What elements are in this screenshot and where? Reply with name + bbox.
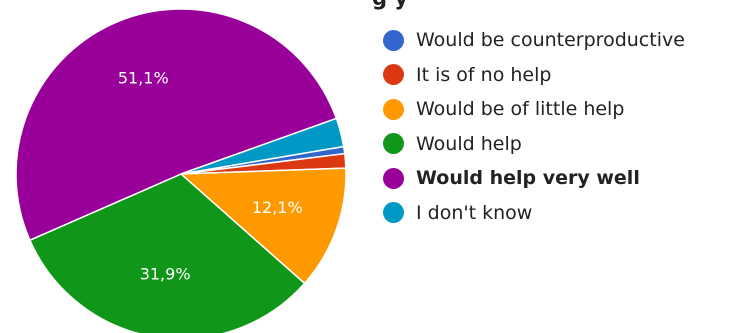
pie-slice-i-don-t-know[interactable] bbox=[180, 117, 345, 175]
legend-swatch-icon bbox=[383, 29, 404, 51]
legend-item-would-be-of-little-help[interactable]: Would be of little help bbox=[383, 92, 685, 127]
legend-swatch-icon bbox=[383, 133, 404, 155]
slice-label-would-help: 31,9% bbox=[140, 265, 191, 284]
legend: Would be counterproductive It is of no h… bbox=[383, 23, 685, 230]
pie-slice-would-be-of-little-help[interactable] bbox=[179, 167, 347, 285]
slice-label-would-be-of-little-help: 12,1% bbox=[252, 198, 303, 217]
slice-label-would-help-very-well: 51,1% bbox=[118, 68, 169, 87]
legend-swatch-icon bbox=[383, 98, 404, 120]
legend-swatch-icon bbox=[383, 64, 404, 86]
pie-plot: 12,1% 31,9% 51,1% bbox=[15, 8, 347, 333]
legend-item-i-dont-know[interactable]: I don't know bbox=[383, 196, 685, 231]
legend-item-it-is-of-no-help[interactable]: It is of no help bbox=[383, 58, 685, 93]
legend-label: It is of no help bbox=[416, 63, 552, 86]
legend-swatch-icon bbox=[383, 202, 404, 224]
legend-item-would-help-very-well[interactable]: Would help very well bbox=[383, 161, 685, 196]
legend-label: Would help very well bbox=[416, 167, 640, 190]
legend-label: I don't know bbox=[416, 201, 533, 224]
pie-slice-would-help[interactable] bbox=[28, 173, 306, 333]
legend-item-would-be-counterproductive[interactable]: Would be counterproductive bbox=[383, 23, 685, 58]
chart-title-fragment: g y bbox=[372, 0, 408, 10]
pie-slice-would-help-very-well[interactable] bbox=[15, 8, 338, 242]
legend-label: Would be counterproductive bbox=[416, 29, 685, 52]
legend-label: Would be of little help bbox=[416, 98, 625, 121]
legend-item-would-help[interactable]: Would help bbox=[383, 127, 685, 162]
legend-swatch-icon bbox=[383, 167, 404, 189]
legend-label: Would help bbox=[416, 132, 522, 155]
